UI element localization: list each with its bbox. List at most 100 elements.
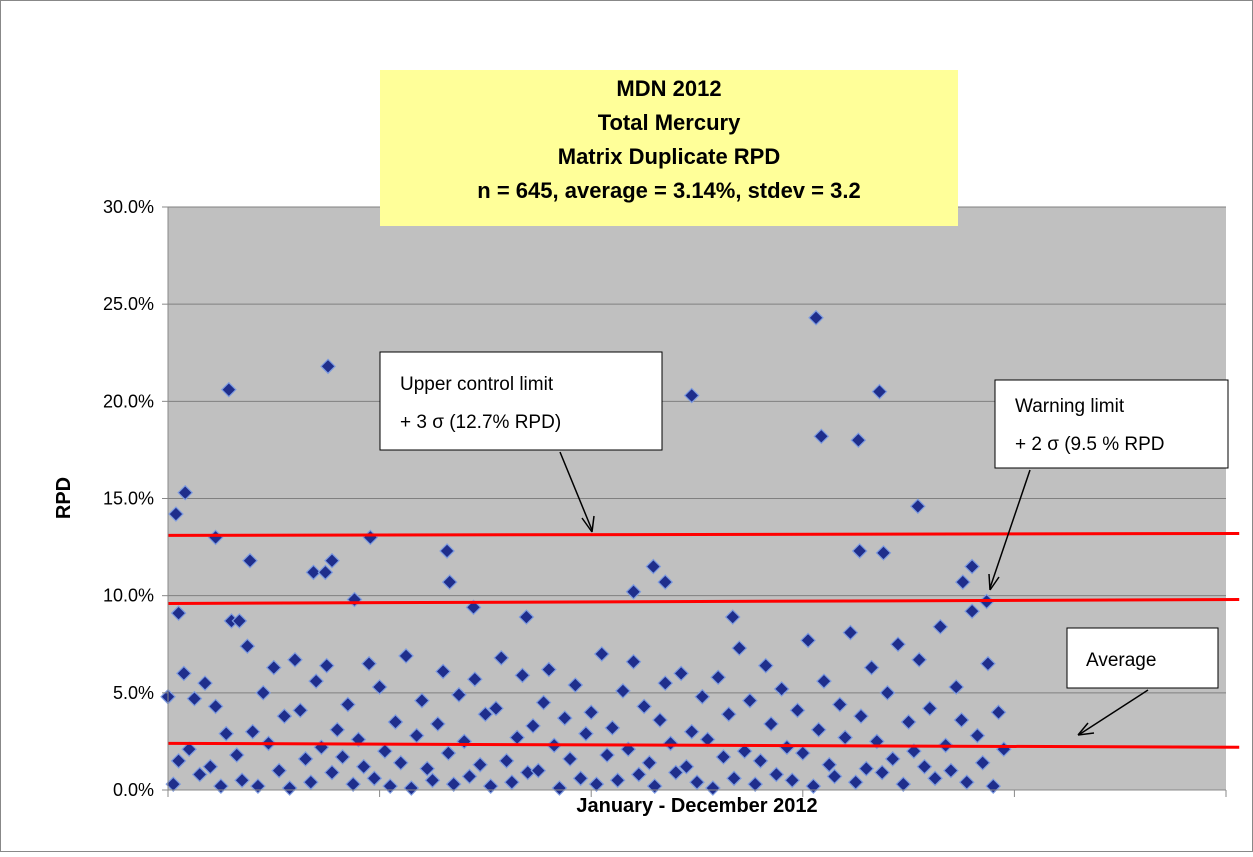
arrow (559, 451, 593, 531)
point (287, 651, 303, 668)
point (689, 774, 705, 791)
point (551, 780, 568, 796)
arrow-head (581, 515, 595, 533)
point (228, 747, 245, 763)
point (498, 753, 515, 769)
point (794, 745, 811, 761)
point (858, 760, 875, 777)
point (556, 710, 573, 726)
point (567, 677, 584, 693)
point (874, 764, 890, 781)
point (366, 770, 383, 787)
point (525, 718, 541, 734)
point (588, 776, 605, 793)
point (808, 309, 824, 326)
point (414, 692, 430, 709)
point (609, 772, 626, 789)
reference-line (167, 741, 1240, 749)
point (371, 679, 388, 695)
x-axis-label: January - December 2012 (576, 795, 817, 817)
point (969, 727, 986, 744)
point (683, 387, 700, 404)
point (673, 665, 689, 682)
point (292, 702, 309, 719)
point (667, 764, 684, 781)
point (789, 702, 806, 719)
point (895, 776, 912, 793)
point (641, 754, 658, 771)
point (662, 735, 679, 752)
point (932, 618, 949, 635)
point (974, 754, 991, 771)
point (958, 774, 975, 791)
point (572, 770, 589, 787)
point (694, 688, 711, 705)
point (875, 545, 892, 561)
annotation: Warning limit (1015, 396, 1125, 417)
y-tick-label: 10.0% (103, 586, 154, 606)
point (239, 638, 256, 655)
point (683, 723, 700, 740)
point (736, 743, 753, 759)
point (615, 683, 631, 699)
y-tick-label: 15.0% (103, 489, 154, 509)
point (317, 564, 334, 581)
point (429, 716, 446, 732)
point (234, 772, 250, 789)
point (625, 583, 642, 600)
point (302, 774, 319, 791)
annotation-box (1066, 627, 1219, 689)
point (424, 772, 441, 789)
point (477, 706, 494, 723)
point (320, 358, 336, 375)
point (657, 675, 674, 691)
point (541, 661, 557, 678)
point (535, 694, 552, 711)
point (910, 498, 926, 515)
point (514, 667, 531, 684)
point (630, 766, 647, 783)
y-tick-label: 5.0% (113, 683, 154, 703)
point (583, 704, 600, 721)
point (308, 673, 324, 690)
point (625, 653, 642, 670)
point (305, 564, 322, 581)
point (461, 768, 478, 785)
point (340, 696, 356, 713)
reference-lines (167, 531, 1240, 749)
point (927, 770, 943, 787)
annotation: + 2 σ (9.5 % RPD (1015, 434, 1165, 455)
point (916, 758, 933, 775)
point (863, 659, 880, 676)
point (465, 599, 482, 616)
points (160, 309, 1012, 796)
point (324, 764, 340, 781)
title-box (380, 70, 958, 226)
point (710, 669, 727, 686)
point (964, 558, 980, 575)
point (813, 428, 830, 445)
point (726, 770, 742, 787)
point (329, 721, 346, 738)
point (441, 574, 458, 590)
point (220, 381, 237, 398)
point (884, 751, 901, 767)
point (504, 774, 520, 791)
point (242, 552, 258, 569)
point (466, 671, 483, 688)
point (176, 665, 192, 682)
point (165, 776, 182, 793)
chart-title: Total Mercury (598, 110, 741, 135)
point (599, 747, 615, 763)
point (435, 663, 451, 680)
annotation: Upper control limit (400, 374, 554, 395)
point (900, 714, 917, 730)
point (334, 749, 351, 765)
point (954, 574, 971, 590)
point (281, 780, 298, 796)
point (403, 780, 420, 796)
point (255, 684, 272, 701)
annotation: + 3 σ (12.7% RPD) (400, 412, 561, 433)
reference-line (167, 598, 1240, 605)
point (731, 640, 748, 656)
